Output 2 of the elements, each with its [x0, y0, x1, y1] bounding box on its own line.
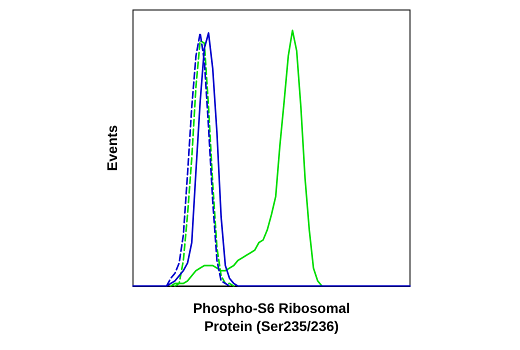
x-axis-title: Phospho-S6 Ribosomal Protein (Ser235/236) [192, 300, 350, 334]
y-axis-title: Events [104, 124, 120, 171]
